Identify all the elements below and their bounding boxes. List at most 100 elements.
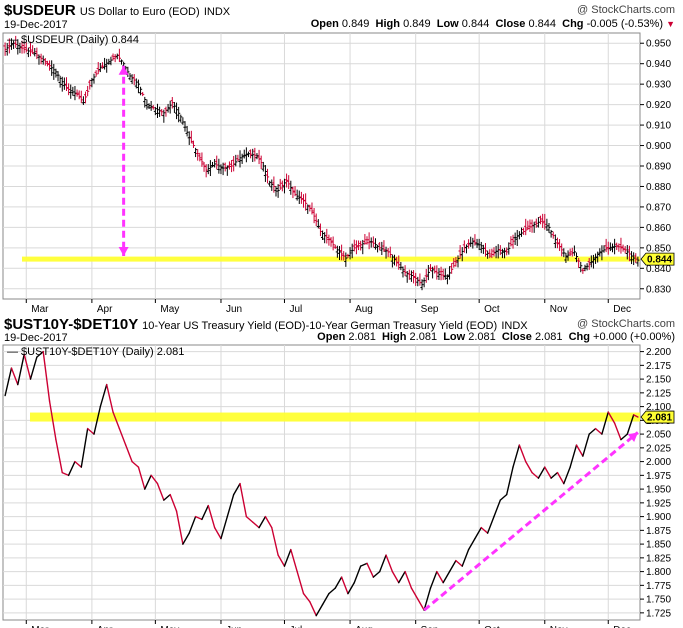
series-line-segment [550,471,559,479]
x-tick-label: Mar [31,304,49,315]
support-band [22,256,640,262]
series-line-segment [188,515,197,534]
y-tick-label: 0.920 [646,100,671,111]
series-line-segment [283,548,292,567]
series-line-segment [486,515,495,534]
usdeur-chg-label: Chg [562,18,584,30]
x-tick-label: May [160,304,179,315]
x-tick-label: Nov [550,304,568,315]
series-line-segment [302,592,311,603]
series-line-segment [36,350,44,358]
spread-chg: +0.000 (+0.00%) [593,331,675,343]
series-line-segment [372,570,381,578]
series-line-segment [239,482,248,518]
x-tick-label: Oct [484,625,500,628]
x-tick-label: Mar [31,625,49,628]
series-line-segment [290,548,298,573]
series-line-segment [340,576,349,595]
usdeur-panel: $USDEUR US Dollar to Euro (EOD) INDX 19-… [2,2,675,315]
spread-exchange: INDX [501,320,528,332]
series-line-segment [99,383,108,408]
x-tick-label: Nov [550,625,568,628]
x-tick-label: Sep [421,304,439,315]
y-tick-label: 1.950 [646,485,671,496]
spread-close-label: Close [501,331,532,343]
usdeur-chg: -0.005 (-0.53%) [586,18,664,30]
series-line-segment [321,592,330,606]
series-line-segment [226,493,235,518]
series-line-segment [61,471,70,477]
x-tick-label: Jul [289,625,302,628]
series-line-segment [80,427,89,468]
x-tick-label: Dec [613,625,631,628]
usdeur-chart: 0.830 0.840 0.850 0.860 0.870 0.880 0.890 0.900… [2,32,675,315]
last-value-label: 0.844 [647,255,672,266]
y-tick-label: 1.775 [646,581,671,592]
series-line-segment [455,559,463,567]
x-tick-label: Apr [97,304,113,315]
series-line-segment [67,460,76,477]
series-line-segment [410,587,419,600]
series-line-segment [594,427,603,435]
spread-close: 2.081 [534,331,563,343]
spread-chart: 1.725 1.750 1.775 1.800 1.825 1.850 1.875 1.900… [2,344,675,628]
series-line-segment [366,562,375,578]
y-tick-label: 2.050 [646,430,671,441]
x-tick-label: Dec [613,304,631,315]
last-value-tag [640,410,675,424]
series-line-segment [93,405,102,435]
x-tick-label: Oct [484,304,500,315]
support-band [30,412,640,422]
series-line-segment [563,466,571,485]
series-legend: — $UST10Y-$DET10Y (Daily) 2.081 [7,346,184,358]
series-line-segment [569,444,578,468]
y-tick-label: 2.150 [646,375,671,386]
y-tick-label: 1.975 [646,471,671,482]
x-tick-label: Jun [226,625,242,628]
spread-brand[interactable]: @ StockCharts.com [577,318,675,330]
series-line-segment [4,367,13,397]
series-line-segment [467,537,476,551]
usdeur-brand[interactable]: @ StockCharts.com [577,4,675,16]
series-line-segment [245,515,254,523]
series-line-segment [42,350,51,402]
series-line-segment [575,444,584,457]
series-line-segment [264,515,273,529]
y-tick-label: 1.725 [646,608,671,619]
usdeur-open: 0.849 [341,18,370,30]
y-tick-label: 0.890 [646,162,671,173]
usdeur-chg-down-icon: ▼ [666,19,675,29]
usdeur-symbol: $USDEUR [4,2,76,19]
series-line-segment [626,414,635,435]
series-line-segment [512,444,521,468]
last-value-label: 2.081 [647,413,672,424]
usdeur-exchange: INDX [203,6,231,18]
spread-symbol: $UST10Y-$DET10Y [4,316,138,333]
series-line-segment [23,353,32,380]
series-line-segment [474,526,482,540]
trend-arrow-head [627,432,638,443]
y-tick-label: 1.750 [646,595,671,606]
series-line-segment [461,548,470,567]
series-line-segment [493,499,502,518]
series-line-segment [207,504,216,529]
y-tick-label: 0.850 [646,243,671,254]
y-tick-label: 0.930 [646,80,671,91]
y-tick-label: 1.925 [646,498,671,509]
usdeur-high-label: High [375,18,400,30]
series-line-segment [55,438,63,474]
x-tick-label: Aug [355,625,373,628]
y-tick-label: 2.000 [646,457,671,468]
series-line-segment [156,482,165,501]
series-line-segment [315,603,324,617]
series-line-segment [480,526,489,534]
series-line-segment [531,471,540,479]
y-tick-label: 0.880 [646,182,671,193]
trend-arrow-tail-head [118,65,129,75]
series-line-segment [182,532,190,545]
series-line-segment [632,414,639,418]
y-tick-label: 0.840 [646,264,671,275]
series-line-segment [537,466,546,479]
series-line-segment [125,444,133,463]
series-line-segment [118,427,127,446]
